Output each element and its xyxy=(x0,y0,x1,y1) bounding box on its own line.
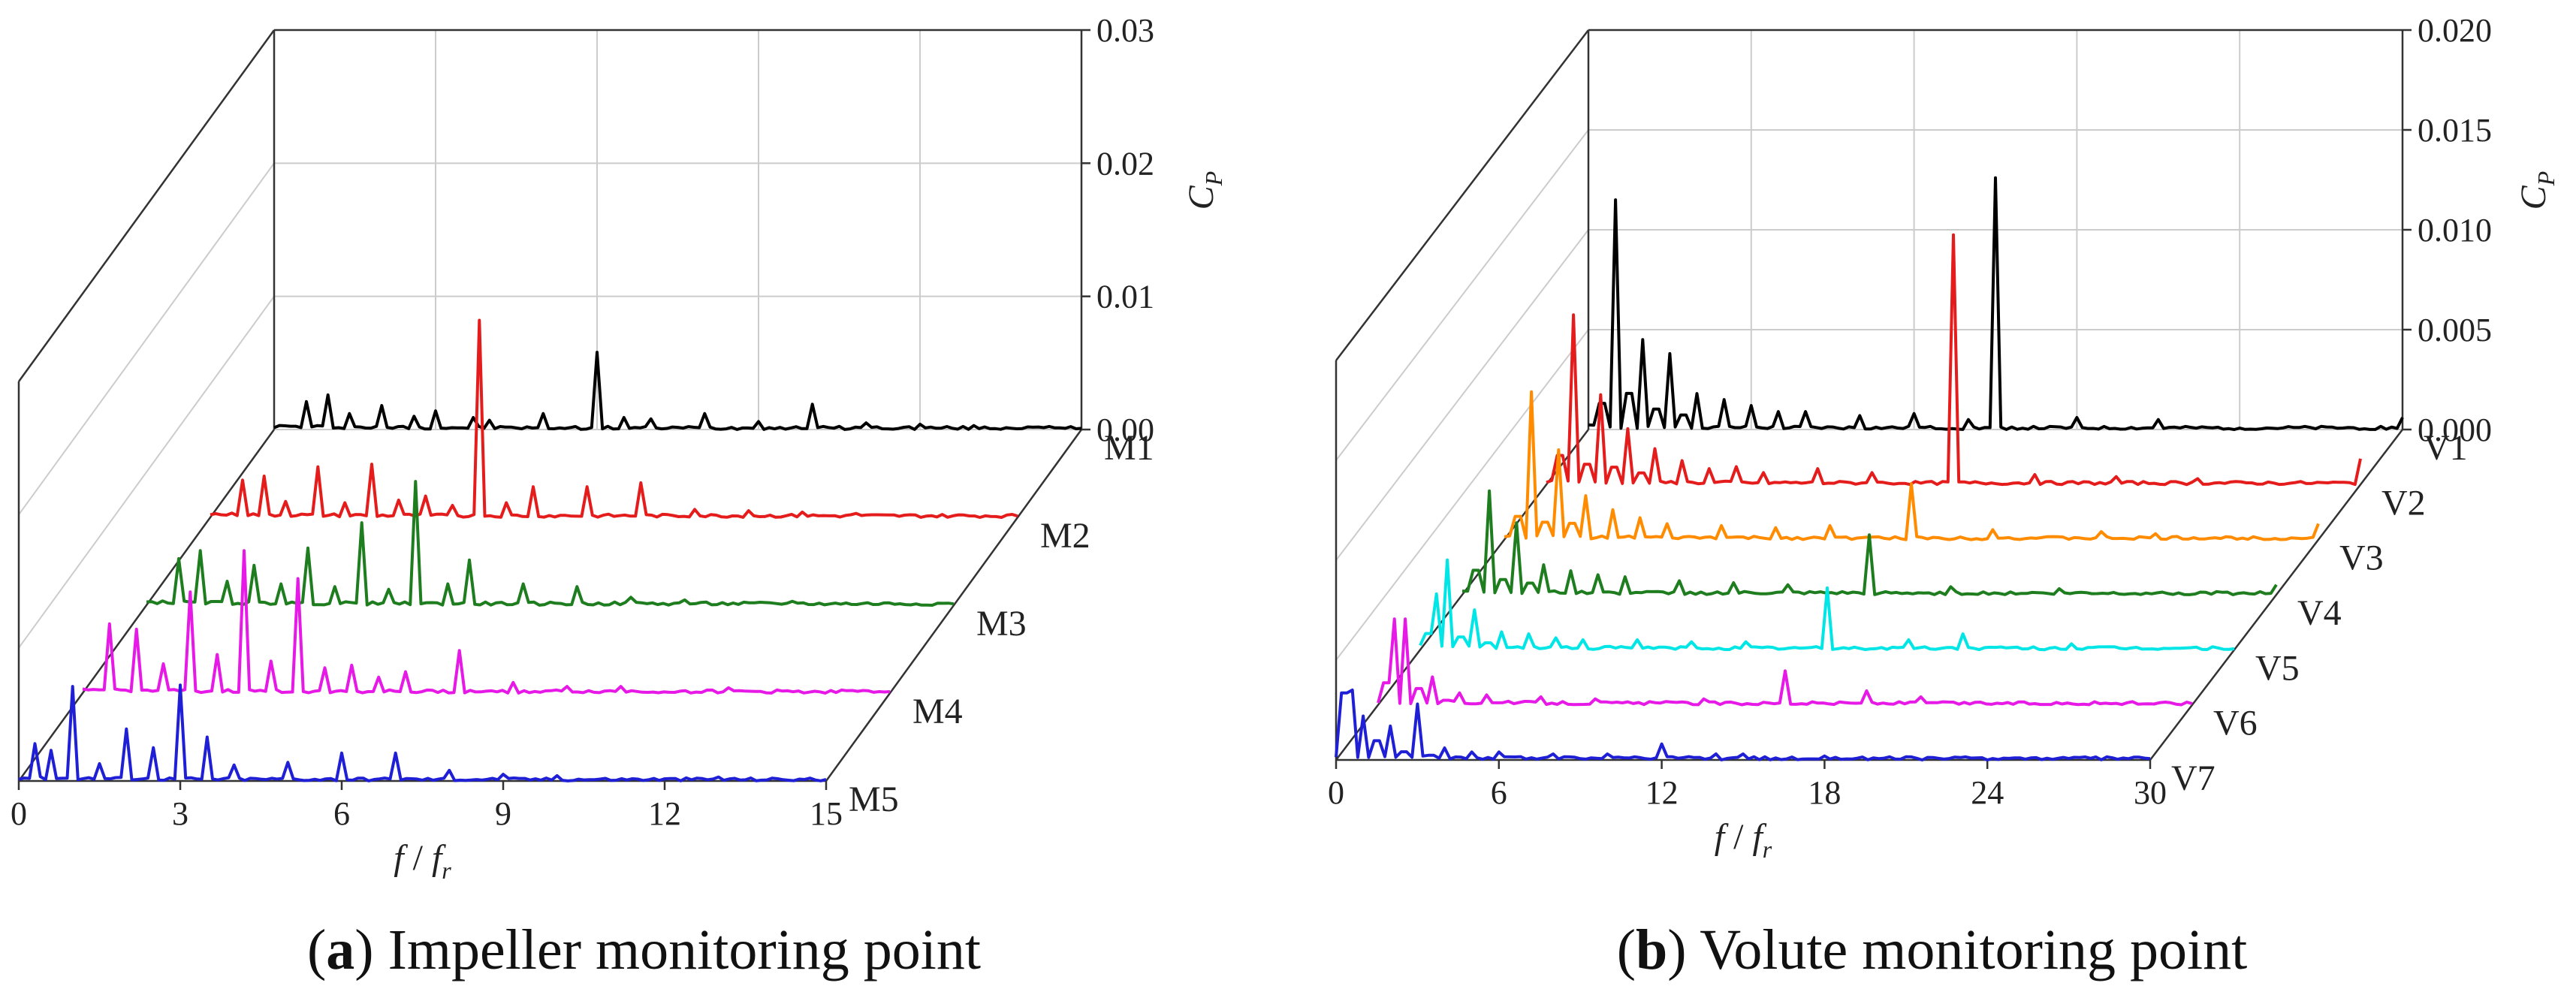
side-gridline xyxy=(1335,129,1589,461)
y-tick-label: 0.01 xyxy=(1096,279,1154,315)
series-line-v1 xyxy=(1588,176,2404,431)
chart-panel-impeller: 0.00 0.01 0.02 0.03 CP 0 3 6 9 12 15 f / fr M1 M2 M3 M4… xyxy=(11,12,1227,981)
series-line-m4 xyxy=(82,549,891,695)
frame-top-left-edge xyxy=(1335,29,1589,361)
side-gridline xyxy=(18,162,275,515)
series-line-m3 xyxy=(146,480,955,607)
y-tick-label: 0.020 xyxy=(2418,12,2492,49)
x-tick-label: 9 xyxy=(495,795,511,832)
x-axis-label: f / fr xyxy=(394,838,451,884)
y-tick-label: 0.02 xyxy=(1096,145,1154,182)
y-axis-label: CP xyxy=(1181,171,1227,210)
frame-floor-left-edge xyxy=(1335,429,1589,761)
chart-frame: 0.000 0.005 0.010 0.015 0.020 CP 0 6 12 18 24 30 f /… xyxy=(1328,12,2559,863)
caption-impeller: (a) Impeller monitoring point xyxy=(306,918,982,981)
series-label-m4: M4 xyxy=(912,692,963,731)
impeller-waterfall-chart: 0.00 0.01 0.02 0.03 CP 0 3 6 9 12 15 f / fr M1 M2 M3 M4… xyxy=(11,12,1227,884)
y-tick-label: 0.000 xyxy=(2418,412,2492,448)
y-tick-label: 0.00 xyxy=(1096,412,1154,448)
frame-top-left-edge xyxy=(17,29,276,382)
caption-text: Impeller monitoring point xyxy=(388,918,982,981)
frame-floor-left-edge xyxy=(17,429,276,782)
series-label-v6: V6 xyxy=(2213,704,2258,743)
series-label-m1: M1 xyxy=(1104,428,1154,468)
caption-text: Volute monitoring point xyxy=(1700,918,2248,981)
x-axis-label-denominator-sub: r xyxy=(442,857,451,884)
series-label-m2: M2 xyxy=(1040,516,1090,556)
series-label-v5: V5 xyxy=(2255,648,2300,688)
series-line-v6 xyxy=(1377,617,2193,707)
side-gridline xyxy=(1335,229,1589,561)
chart-frame: 0.00 0.01 0.02 0.03 CP 0 3 6 9 12 15 f / fr xyxy=(11,12,1227,884)
series-line-m2 xyxy=(210,318,1018,519)
x-tick-label: 0 xyxy=(1328,774,1344,811)
y-tick-label: 0.010 xyxy=(2418,212,2492,249)
volute-waterfall-chart: 0.000 0.005 0.010 0.015 0.020 CP 0 6 12 18 24 30 f /… xyxy=(1328,12,2559,863)
x-tick-label: 24 xyxy=(1971,774,2004,811)
frame-right-depth-edge xyxy=(2149,429,2403,761)
series-lines: M1 M2 M3 M4 M5 xyxy=(18,318,1154,819)
series-line-v7 xyxy=(1335,688,2151,761)
series-label-m3: M3 xyxy=(976,604,1027,644)
series-line-m5 xyxy=(18,683,827,782)
x-axis-label-denominator-sub: r xyxy=(1763,836,1772,863)
x-tick-label: 30 xyxy=(2134,774,2167,811)
series-line-v4 xyxy=(1461,489,2278,596)
series-line-v2 xyxy=(1546,233,2362,487)
frame-right-depth-edge xyxy=(825,429,1083,782)
x-axis-label-slash: / xyxy=(404,838,432,878)
y-axis-label-sub: P xyxy=(1200,171,1227,187)
x-axis-label: f / fr xyxy=(1715,817,1772,863)
caption-letter: a xyxy=(326,918,355,981)
side-gridline xyxy=(1335,329,1589,661)
y-tick-label: 0.03 xyxy=(1096,12,1154,49)
x-tick-label: 6 xyxy=(1491,774,1507,811)
series-line-v3 xyxy=(1504,390,2320,541)
series-lines: V1 V2 V3 V4 V5 V6 V7 xyxy=(1335,176,2468,798)
y-tick-label: 0.015 xyxy=(2418,112,2492,149)
x-axis-label-slash: / xyxy=(1724,817,1752,857)
y-tick-label: 0.005 xyxy=(2418,312,2492,348)
side-gridline xyxy=(18,296,275,649)
x-tick-label: 6 xyxy=(333,795,350,832)
series-label-v4: V4 xyxy=(2297,593,2342,633)
x-tick-label: 12 xyxy=(648,795,681,832)
series-label-v1: V1 xyxy=(2424,428,2468,468)
series-label-v3: V3 xyxy=(2339,538,2384,578)
caption-letter: b xyxy=(1636,918,1668,981)
x-tick-label: 15 xyxy=(810,795,843,832)
chart-panel-volute: 0.000 0.005 0.010 0.015 0.020 CP 0 6 12 18 24 30 f /… xyxy=(1288,0,2576,1001)
y-axis-label: CP xyxy=(2514,171,2559,210)
series-line-m1 xyxy=(273,351,1082,431)
series-label-v2: V2 xyxy=(2381,483,2426,523)
x-tick-label: 18 xyxy=(1808,774,1841,811)
caption-volute: (b) Volute monitoring point xyxy=(1616,918,2248,981)
x-tick-label: 3 xyxy=(172,795,189,832)
y-axis-label-sub: P xyxy=(2532,171,2559,187)
series-label-m5: M5 xyxy=(849,779,899,819)
series-label-v7: V7 xyxy=(2171,758,2216,798)
x-tick-label: 0 xyxy=(11,795,27,832)
series-line-v5 xyxy=(1419,558,2235,652)
x-tick-label: 12 xyxy=(1645,774,1679,811)
